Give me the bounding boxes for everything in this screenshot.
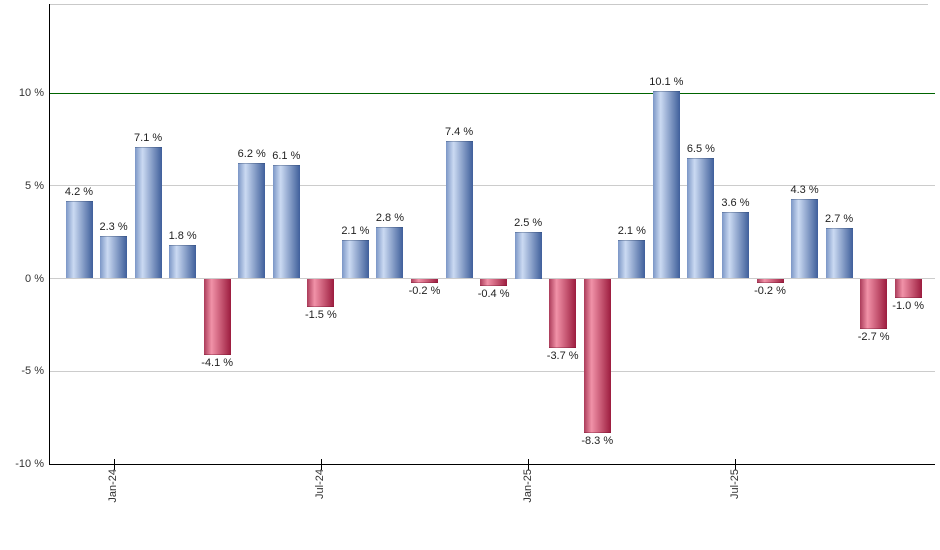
bar-value-label: 6.1 % [272, 150, 301, 163]
bar-value-label: 6.5 % [686, 142, 715, 155]
bar-value-label: -0.2 % [754, 284, 786, 297]
bar-positive [445, 141, 473, 279]
bar-positive [687, 157, 715, 279]
x-axis-tick-label: Jul-25 [728, 469, 741, 499]
bar-value-label: 7.1 % [134, 131, 163, 144]
bar-value-label: -8.3 % [581, 434, 614, 447]
bar-positive [100, 235, 128, 279]
bar-negative [411, 279, 438, 283]
bar-positive [272, 165, 300, 279]
bar-value-label: -0.4 % [477, 288, 510, 301]
bar-negative [583, 279, 611, 433]
x-axis-tick-mark [113, 459, 115, 470]
y-axis-tick-label: -10 % [15, 458, 44, 470]
bar-positive [169, 245, 197, 279]
bar-positive [134, 146, 162, 279]
bar-positive [65, 200, 93, 279]
bar-value-label: 2.5 % [514, 217, 543, 230]
bar-positive [376, 226, 404, 279]
bar-value-label: 4.3 % [790, 183, 819, 196]
plot-top-border [49, 4, 928, 5]
bar-value-label: -1.5 % [304, 308, 337, 321]
bar-negative [894, 279, 922, 298]
bar-negative [480, 279, 508, 287]
bar-positive [721, 211, 749, 279]
bar-value-label: 2.3 % [99, 220, 128, 233]
y-axis-tick-label: 0 % [25, 272, 44, 285]
bar-value-label: -4.1 % [201, 357, 234, 370]
bar-value-label: 2.1 % [341, 224, 370, 237]
bar-value-label: 4.2 % [64, 185, 94, 198]
y-axis-tick-label: -5 % [21, 365, 44, 378]
threshold-gridline [50, 92, 935, 94]
bar-negative [307, 279, 335, 307]
bar-positive [618, 239, 646, 279]
bar-value-label: -0.2 % [408, 284, 441, 297]
bar-value-label: 6.2 % [237, 148, 266, 161]
y-axis-tick-label: 5 % [25, 179, 44, 192]
bar-value-label: -3.7 % [546, 349, 579, 362]
gridline [50, 370, 935, 372]
bar-value-label: -1.0 % [892, 299, 925, 312]
bar-value-label: 2.7 % [825, 213, 854, 226]
bar-positive [825, 228, 853, 279]
bar-value-label: 2.1 % [617, 224, 646, 237]
bar-value-label: 10.1 % [649, 76, 684, 89]
x-axis-tick-mark [735, 459, 737, 470]
gridline [50, 185, 935, 187]
x-axis-tick-label: Jul-24 [314, 469, 327, 499]
bar-positive [652, 91, 680, 279]
bar-value-label: 2.8 % [375, 211, 404, 224]
bar-positive [791, 198, 819, 279]
x-axis-tick-mark [320, 459, 322, 470]
bar-negative [203, 279, 231, 356]
bar-positive [238, 163, 266, 279]
bar-positive [341, 239, 369, 279]
x-axis-tick-label: Jan-25 [521, 469, 534, 503]
bar-value-label: 3.6 % [721, 196, 750, 209]
gridline [50, 278, 935, 279]
x-axis-line [49, 464, 935, 465]
bar-positive [514, 232, 542, 279]
y-axis-line [49, 4, 50, 465]
bar-negative [549, 279, 577, 348]
bar-value-label: -2.7 % [857, 331, 890, 344]
bar-negative [756, 279, 784, 283]
bar-value-label: 1.8 % [168, 230, 197, 243]
bar-negative [860, 279, 888, 330]
bar-value-label: 7.4 % [444, 126, 474, 139]
x-axis-tick-label: Jan-24 [107, 469, 120, 503]
y-axis-tick-label: 10 % [18, 87, 44, 99]
x-axis-tick-mark [528, 459, 530, 470]
